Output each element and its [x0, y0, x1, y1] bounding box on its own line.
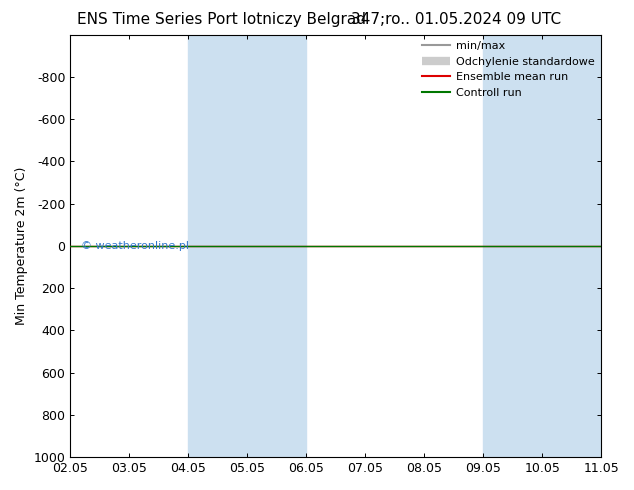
Bar	[483, 35, 601, 457]
Text: ENS Time Series Port lotniczy Belgrad: ENS Time Series Port lotniczy Belgrad	[77, 12, 366, 27]
Text: 347;ro.. 01.05.2024 09 UTC: 347;ro.. 01.05.2024 09 UTC	[351, 12, 562, 27]
Text: © weatheronline.pl: © weatheronline.pl	[81, 241, 189, 251]
Y-axis label: Min Temperature 2m (°C): Min Temperature 2m (°C)	[15, 167, 28, 325]
Legend: min/max, Odchylenie standardowe, Ensemble mean run, Controll run: min/max, Odchylenie standardowe, Ensembl…	[418, 37, 599, 102]
Bar	[188, 35, 306, 457]
